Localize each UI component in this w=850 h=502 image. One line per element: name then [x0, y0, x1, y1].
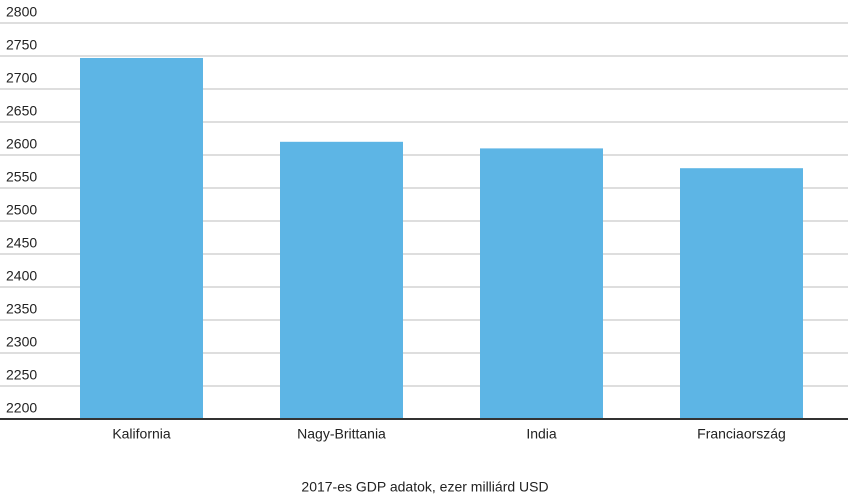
- chart-caption: 2017-es GDP adatok, ezer milliárd USD: [301, 479, 548, 495]
- bar: [480, 148, 603, 419]
- y-tick-label: 2600: [6, 136, 37, 152]
- y-tick-label: 2700: [6, 70, 37, 86]
- x-tick-label: Nagy-Brittania: [297, 426, 386, 442]
- y-tick-label: 2450: [6, 235, 37, 251]
- bar: [680, 168, 803, 419]
- y-tick-label: 2250: [6, 367, 37, 383]
- y-tick-label: 2400: [6, 268, 37, 284]
- y-tick-label: 2300: [6, 334, 37, 350]
- y-tick-label: 2750: [6, 37, 37, 53]
- bar: [80, 57, 203, 419]
- y-tick-label: 2550: [6, 169, 37, 185]
- y-tick-label: 2650: [6, 103, 37, 119]
- x-tick-label: Franciaország: [697, 426, 786, 442]
- x-tick-label: India: [526, 426, 557, 442]
- y-tick-label: 2500: [6, 202, 37, 218]
- y-tick-label: 2350: [6, 301, 37, 317]
- x-tick-label: Kalifornia: [112, 426, 171, 442]
- y-tick-label: 2800: [6, 4, 37, 20]
- bar: [280, 141, 403, 420]
- y-tick-label: 2200: [6, 400, 37, 416]
